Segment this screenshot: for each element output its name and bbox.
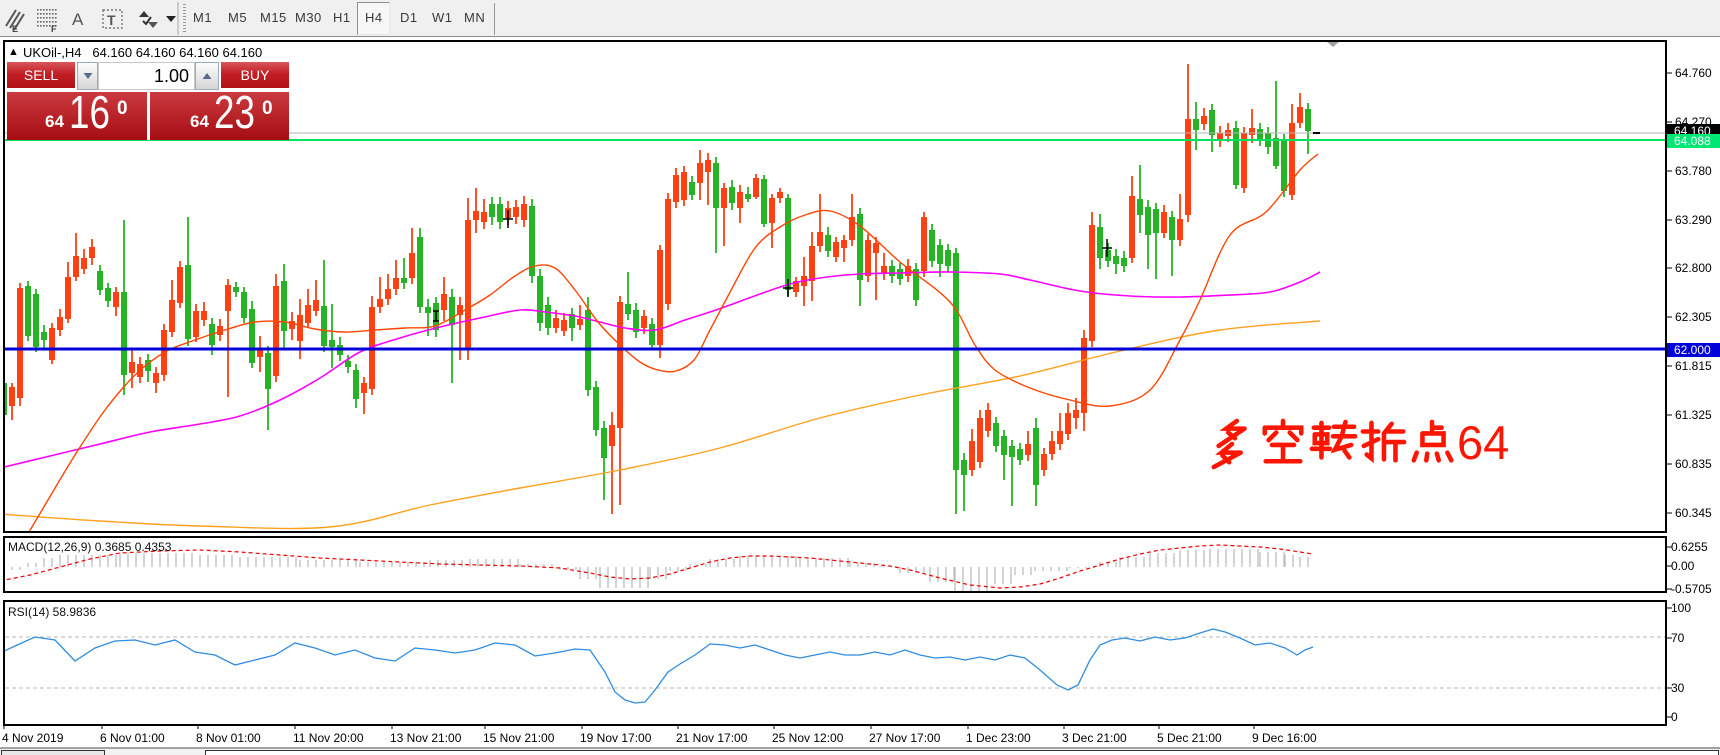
svg-text:100: 100 bbox=[1671, 601, 1691, 615]
svg-text:25 Nov 12:00: 25 Nov 12:00 bbox=[772, 731, 844, 745]
svg-text:62.800: 62.800 bbox=[1675, 261, 1712, 275]
svg-text:64.088: 64.088 bbox=[1674, 134, 1711, 148]
svg-text:5 Dec 21:00: 5 Dec 21:00 bbox=[1157, 731, 1222, 745]
svg-text:62.305: 62.305 bbox=[1675, 310, 1712, 324]
svg-text:MACD(12,26,9) 0.3685 0.4353: MACD(12,26,9) 0.3685 0.4353 bbox=[8, 540, 172, 554]
svg-text:1 Dec 23:00: 1 Dec 23:00 bbox=[966, 731, 1031, 745]
svg-text:E: E bbox=[12, 24, 18, 34]
svg-text:61.815: 61.815 bbox=[1675, 359, 1712, 373]
svg-text:21 Nov 17:00: 21 Nov 17:00 bbox=[676, 731, 748, 745]
svg-text:6 Nov 01:00: 6 Nov 01:00 bbox=[100, 731, 165, 745]
svg-text:70: 70 bbox=[1671, 631, 1685, 645]
svg-text:60.345: 60.345 bbox=[1675, 506, 1712, 520]
svg-text:9 Dec 16:00: 9 Dec 16:00 bbox=[1252, 731, 1317, 745]
svg-text:0.00: 0.00 bbox=[1671, 559, 1695, 573]
svg-text:T: T bbox=[107, 12, 116, 28]
svg-text:RSI(14) 58.9836: RSI(14) 58.9836 bbox=[8, 605, 96, 619]
svg-text:64.760: 64.760 bbox=[1675, 66, 1712, 80]
svg-text:60.835: 60.835 bbox=[1675, 457, 1712, 471]
svg-text:F: F bbox=[51, 24, 57, 34]
svg-text:3 Dec 21:00: 3 Dec 21:00 bbox=[1062, 731, 1127, 745]
svg-text:11 Nov 20:00: 11 Nov 20:00 bbox=[293, 731, 364, 745]
svg-text:63.290: 63.290 bbox=[1675, 213, 1712, 227]
svg-text:64: 64 bbox=[1457, 416, 1509, 469]
svg-text:15 Nov 21:00: 15 Nov 21:00 bbox=[483, 731, 555, 745]
svg-text:0: 0 bbox=[1671, 710, 1678, 724]
svg-text:61.325: 61.325 bbox=[1675, 408, 1712, 422]
svg-text:4 Nov 2019: 4 Nov 2019 bbox=[2, 731, 64, 745]
svg-text:63.780: 63.780 bbox=[1675, 164, 1712, 178]
svg-text:8 Nov 01:00: 8 Nov 01:00 bbox=[196, 731, 261, 745]
svg-text:30: 30 bbox=[1671, 681, 1685, 695]
svg-text:A: A bbox=[72, 10, 84, 29]
svg-text:19 Nov 17:00: 19 Nov 17:00 bbox=[580, 731, 652, 745]
svg-text:13 Nov 21:00: 13 Nov 21:00 bbox=[390, 731, 462, 745]
svg-text:-0.5705: -0.5705 bbox=[1671, 582, 1712, 596]
svg-text:0.6255: 0.6255 bbox=[1671, 540, 1708, 554]
svg-text:62.000: 62.000 bbox=[1674, 343, 1711, 357]
svg-text:27 Nov 17:00: 27 Nov 17:00 bbox=[869, 731, 941, 745]
